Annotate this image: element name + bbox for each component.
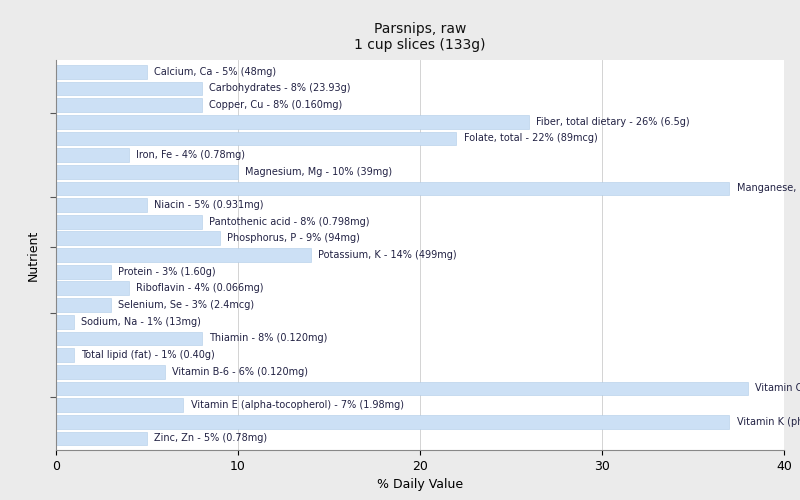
Text: Vitamin C, total ascorbic acid - 38% (22.6mg): Vitamin C, total ascorbic acid - 38% (22… (755, 384, 800, 394)
Text: Phosphorus, P - 9% (94mg): Phosphorus, P - 9% (94mg) (227, 234, 360, 243)
Text: Vitamin K (phylloquinone) - 37% (29.9mcg): Vitamin K (phylloquinone) - 37% (29.9mcg… (737, 416, 800, 426)
Bar (56, 98, 202, 112)
Bar (56, 332, 202, 345)
Text: Niacin - 5% (0.931mg): Niacin - 5% (0.931mg) (154, 200, 264, 210)
Bar (56, 382, 747, 395)
Text: Vitamin E (alpha-tocopherol) - 7% (1.98mg): Vitamin E (alpha-tocopherol) - 7% (1.98m… (190, 400, 404, 410)
Bar (56, 348, 74, 362)
Text: Pantothenic acid - 8% (0.798mg): Pantothenic acid - 8% (0.798mg) (209, 216, 370, 226)
Bar (56, 265, 110, 278)
Text: Total lipid (fat) - 1% (0.40g): Total lipid (fat) - 1% (0.40g) (82, 350, 215, 360)
Text: Carbohydrates - 8% (23.93g): Carbohydrates - 8% (23.93g) (209, 84, 350, 94)
Bar (56, 215, 202, 228)
Text: Thiamin - 8% (0.120mg): Thiamin - 8% (0.120mg) (209, 334, 327, 344)
Text: Selenium, Se - 3% (2.4mcg): Selenium, Se - 3% (2.4mcg) (118, 300, 254, 310)
Text: Potassium, K - 14% (499mg): Potassium, K - 14% (499mg) (318, 250, 457, 260)
Text: Calcium, Ca - 5% (48mg): Calcium, Ca - 5% (48mg) (154, 66, 277, 76)
Text: Copper, Cu - 8% (0.160mg): Copper, Cu - 8% (0.160mg) (209, 100, 342, 110)
Bar (56, 115, 530, 128)
Text: Vitamin B-6 - 6% (0.120mg): Vitamin B-6 - 6% (0.120mg) (173, 366, 309, 376)
Text: Iron, Fe - 4% (0.78mg): Iron, Fe - 4% (0.78mg) (136, 150, 245, 160)
Bar (56, 232, 220, 245)
Text: Sodium, Na - 1% (13mg): Sodium, Na - 1% (13mg) (82, 316, 202, 326)
Bar (56, 82, 202, 95)
Bar (56, 65, 147, 78)
Text: Fiber, total dietary - 26% (6.5g): Fiber, total dietary - 26% (6.5g) (537, 116, 690, 126)
Bar (56, 165, 238, 178)
Bar (56, 315, 74, 328)
Bar (56, 132, 456, 145)
Text: Zinc, Zn - 5% (0.78mg): Zinc, Zn - 5% (0.78mg) (154, 434, 267, 444)
X-axis label: % Daily Value: % Daily Value (377, 478, 463, 492)
Bar (56, 198, 147, 212)
Bar (56, 365, 165, 378)
Bar (56, 298, 110, 312)
Text: Folate, total - 22% (89mcg): Folate, total - 22% (89mcg) (464, 134, 598, 143)
Bar (56, 248, 310, 262)
Text: Riboflavin - 4% (0.066mg): Riboflavin - 4% (0.066mg) (136, 284, 263, 294)
Bar (56, 148, 129, 162)
Bar (56, 432, 147, 445)
Text: Protein - 3% (1.60g): Protein - 3% (1.60g) (118, 266, 215, 276)
Text: Magnesium, Mg - 10% (39mg): Magnesium, Mg - 10% (39mg) (246, 166, 393, 176)
Bar (56, 398, 183, 412)
Bar (56, 282, 129, 295)
Title: Parsnips, raw
1 cup slices (133g): Parsnips, raw 1 cup slices (133g) (354, 22, 486, 52)
Bar (56, 182, 730, 195)
Y-axis label: Nutrient: Nutrient (27, 230, 40, 280)
Text: Manganese, Mn - 37% (0.745mg): Manganese, Mn - 37% (0.745mg) (737, 184, 800, 194)
Bar (56, 415, 730, 428)
